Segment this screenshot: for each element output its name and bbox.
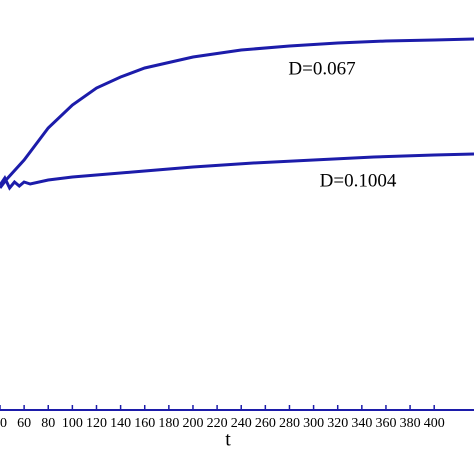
x-tick-label: 260	[255, 416, 276, 431]
series-label: D=0.067	[288, 58, 355, 79]
x-tick-label: 160	[134, 416, 155, 431]
x-tick-label: 60	[17, 416, 31, 431]
x-tick-label: 380	[400, 416, 421, 431]
x-tick-label: 320	[327, 416, 348, 431]
series-line	[0, 37, 474, 189]
x-tick-label: 100	[62, 416, 83, 431]
x-tick-label: 40	[0, 416, 7, 431]
x-tick-label: 340	[351, 416, 372, 431]
x-tick-label: 140	[110, 416, 131, 431]
x-tick-label: 180	[158, 416, 179, 431]
x-tick-label: 120	[86, 416, 107, 431]
x-axis-label: t	[225, 429, 231, 451]
x-tick-label: 360	[375, 416, 396, 431]
series-label: D=0.1004	[320, 170, 397, 191]
x-tick-label: 300	[303, 416, 324, 431]
x-tick-label: 240	[231, 416, 252, 431]
x-tick-label: 80	[41, 416, 55, 431]
x-tick-label: 220	[207, 416, 228, 431]
x-tick-label: 200	[182, 416, 203, 431]
x-tick-label: 400	[424, 416, 445, 431]
series-line	[0, 152, 474, 191]
x-tick-label: 280	[279, 416, 300, 431]
